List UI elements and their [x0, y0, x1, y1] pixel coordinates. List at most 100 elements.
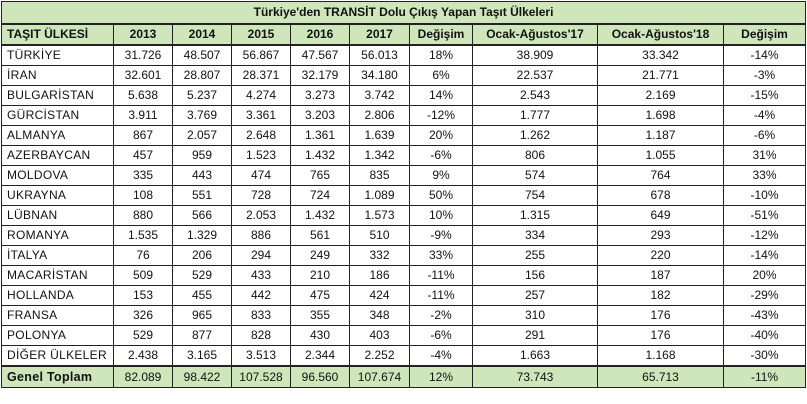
value-cell: 56.867 [231, 44, 291, 66]
value-cell: -6% [722, 125, 807, 146]
country-name-cell: HOLLANDA [1, 285, 114, 306]
value-cell: -12% [722, 225, 807, 246]
table-row: MOLDOVA 335 443 474 765 835 9% 574 764 33% [1, 165, 807, 186]
value-cell: 2.053 [231, 205, 291, 226]
country-name-cell: GÜRCİSTAN [1, 105, 114, 126]
value-cell: 3.165 [172, 345, 232, 367]
value-cell: 5.638 [113, 85, 173, 106]
total-value-cell: 73.743 [472, 365, 598, 388]
value-cell: 9% [409, 165, 473, 186]
column-header: 2016 [290, 23, 350, 46]
value-cell: 355 [290, 305, 350, 326]
column-header: 2014 [172, 23, 232, 46]
value-cell: 3.911 [113, 105, 173, 126]
value-cell: 877 [172, 325, 232, 346]
value-cell: 1.055 [597, 145, 724, 166]
value-cell: 33.342 [597, 44, 724, 66]
value-cell: 31.726 [113, 44, 173, 66]
table-row: BULGARİSTAN 5.638 5.237 4.274 3.273 3.742 14% 2… [1, 85, 807, 106]
value-cell: 2.169 [597, 85, 724, 106]
value-cell: 334 [472, 225, 598, 246]
value-cell: -9% [409, 225, 473, 246]
table-title-row: Türkiye'den TRANSİT Dolu Çıkış Yapan Taş… [0, 1, 807, 25]
value-cell: -30% [722, 345, 807, 367]
value-cell: 833 [231, 305, 291, 326]
value-cell: 1.432 [290, 205, 350, 226]
value-cell: -6% [409, 325, 473, 346]
value-cell: -6% [409, 145, 473, 166]
value-cell: 348 [349, 305, 410, 326]
value-cell: 403 [349, 325, 410, 346]
country-name-cell: İTALYA [1, 245, 114, 266]
value-cell: 20% [722, 265, 807, 286]
value-cell: 18% [409, 44, 473, 66]
value-cell: 3.742 [349, 85, 410, 106]
value-cell: 21.771 [597, 65, 724, 86]
column-header: 2015 [231, 23, 291, 46]
value-cell: 1.432 [290, 145, 350, 166]
value-cell: 1.639 [349, 125, 410, 146]
column-header: Değişim [409, 23, 473, 46]
value-cell: 3.513 [231, 345, 291, 367]
value-cell: -4% [722, 105, 807, 126]
column-header: TAŞIT ÜLKESİ [1, 23, 114, 46]
value-cell: 1.523 [231, 145, 291, 166]
country-name-cell: ROMANYA [1, 225, 114, 246]
value-cell: 828 [231, 325, 291, 346]
value-cell: 28.807 [172, 65, 232, 86]
value-cell: 1.663 [472, 345, 598, 367]
value-cell: 22.537 [472, 65, 598, 86]
value-cell: 291 [472, 325, 598, 346]
column-header: Ocak-Ağustos'17 [472, 23, 598, 46]
country-name-cell: MACARİSTAN [1, 265, 114, 286]
table-row: DİĞER ÜLKELER 2.438 3.165 3.513 2.344 2.252 -4… [1, 345, 807, 367]
value-cell: 257 [472, 285, 598, 306]
table-row: POLONYA 529 877 828 430 403 -6% 291 176 -40% [1, 325, 807, 346]
value-cell: 31% [722, 145, 807, 166]
value-cell: 28.371 [231, 65, 291, 86]
value-cell: 1.361 [290, 125, 350, 146]
table-row: FRANSA 326 965 833 355 348 -2% 310 176 -43% [1, 305, 807, 326]
value-cell: 724 [290, 185, 350, 206]
table-row: ALMANYA 867 2.057 2.648 1.361 1.639 20% 1.262 1.… [1, 125, 807, 146]
transit-table-container: Türkiye'den TRANSİT Dolu Çıkış Yapan Taş… [0, 1, 807, 388]
value-cell: 474 [231, 165, 291, 186]
value-cell: 430 [290, 325, 350, 346]
total-value-cell: 107.674 [349, 365, 410, 388]
column-header: 2017 [349, 23, 410, 46]
value-cell: 649 [597, 205, 724, 226]
value-cell: 10% [409, 205, 473, 226]
total-label-cell: Genel Toplam [1, 365, 114, 388]
country-name-cell: LÜBNAN [1, 205, 114, 226]
table-row: UKRAYNA 108 551 728 724 1.089 50% 754 678 -10% [1, 185, 807, 206]
total-value-cell: 107.528 [231, 365, 291, 388]
value-cell: 310 [472, 305, 598, 326]
value-cell: 424 [349, 285, 410, 306]
value-cell: 153 [113, 285, 173, 306]
country-name-cell: FRANSA [1, 305, 114, 326]
value-cell: 1.187 [597, 125, 724, 146]
value-cell: -11% [409, 285, 473, 306]
value-cell: 3.203 [290, 105, 350, 126]
value-cell: 2.252 [349, 345, 410, 367]
value-cell: 1.342 [349, 145, 410, 166]
total-value-cell: 98.422 [172, 365, 232, 388]
country-name-cell: ALMANYA [1, 125, 114, 146]
value-cell: 455 [172, 285, 232, 306]
value-cell: 3.273 [290, 85, 350, 106]
value-cell: 6% [409, 65, 473, 86]
value-cell: 332 [349, 245, 410, 266]
total-value-cell: 65.713 [597, 365, 724, 388]
value-cell: 475 [290, 285, 350, 306]
value-cell: 210 [290, 265, 350, 286]
value-cell: 510 [349, 225, 410, 246]
country-name-cell: UKRAYNA [1, 185, 114, 206]
value-cell: 886 [231, 225, 291, 246]
value-cell: -11% [409, 265, 473, 286]
value-cell: 959 [172, 145, 232, 166]
country-name-cell: DİĞER ÜLKELER [1, 345, 114, 367]
value-cell: 34.180 [349, 65, 410, 86]
value-cell: 764 [597, 165, 724, 186]
value-cell: 50% [409, 185, 473, 206]
value-cell: -10% [722, 185, 807, 206]
